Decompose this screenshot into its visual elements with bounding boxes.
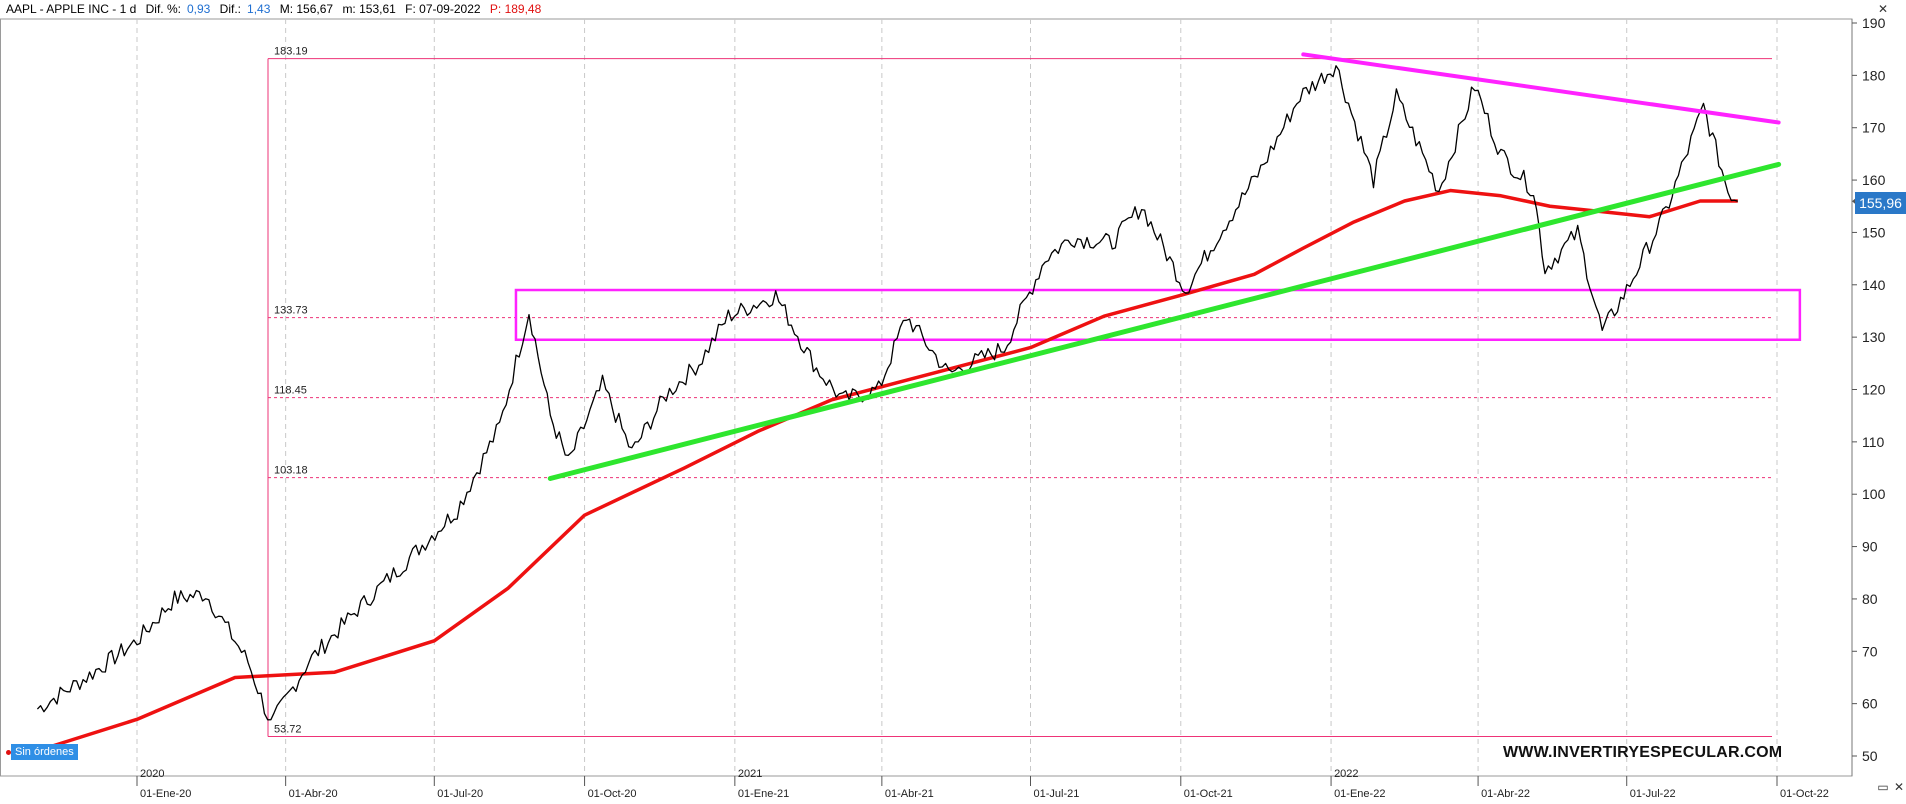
watermark: WWW.INVERTIRYESPECULAR.COM	[1503, 744, 1783, 761]
levels-layer: 183.19 133.73 118.45 103.18 53.72	[267, 46, 1772, 738]
orders-status-badge[interactable]: Sin órdenes	[11, 744, 78, 760]
price-layer	[36, 65, 1738, 721]
x-tick-label: 01-Abr-20	[289, 788, 338, 800]
y-tick-label: 120	[1862, 382, 1886, 398]
dif-value: 1,43	[247, 2, 271, 16]
x-tick-label: 01-Jul-22	[1630, 788, 1676, 800]
resistance-trendline	[1301, 52, 1781, 125]
x-tick-label: 01-Oct-21	[1184, 788, 1233, 800]
y-tick-label: 140	[1862, 277, 1886, 293]
prev-label: P: 189,48	[489, 2, 542, 16]
level-label: 103.18	[274, 465, 308, 477]
y-tick-label: 50	[1862, 748, 1878, 764]
y-tick-label: 60	[1862, 696, 1878, 712]
y-tick-label: 170	[1862, 120, 1886, 136]
level-label: 53.72	[274, 724, 302, 736]
ma-line	[36, 188, 1738, 753]
axis-layer: 01-Ene-20 01-Abr-20 01-Jul-20 01-Oct-20 01-E…	[136, 15, 1886, 800]
dif-pct-value: 0,93	[186, 2, 211, 16]
level-label: 118.45	[274, 385, 307, 397]
y-tick-label: 130	[1862, 329, 1886, 345]
close-icon[interactable]: ✕	[1877, 2, 1889, 16]
trendline-layer	[547, 52, 1782, 482]
ma-layer	[36, 188, 1738, 753]
dif-pct-label: Dif. %:	[145, 2, 181, 16]
x-tick-label: 01-Oct-20	[588, 788, 637, 800]
y-tick-label: 150	[1862, 224, 1886, 240]
y-tick-label: 80	[1862, 591, 1878, 607]
x-tick-label: 01-Ene-21	[738, 788, 789, 800]
y-tick-label: 90	[1862, 539, 1878, 555]
y-tick-label: 160	[1862, 172, 1886, 188]
x-tick-label: 01-Jul-21	[1034, 788, 1080, 800]
min-label: m: 153,61	[342, 2, 396, 16]
year-label: 2021	[738, 768, 762, 780]
y-tick-label: 180	[1862, 67, 1886, 83]
y-tick-label: 70	[1862, 643, 1878, 659]
y-tick-label: 190	[1862, 15, 1886, 31]
level-label: 133.73	[274, 305, 308, 317]
date-label: F: 07-09-2022	[405, 2, 481, 16]
y-tick-label: 110	[1862, 434, 1885, 450]
chart-header: AAPL - APPLE INC - 1 d Dif. %: 0,93 Dif.:…	[0, 0, 1855, 19]
x-tick-label: 01-Oct-22	[1780, 788, 1829, 800]
status-dot-icon	[6, 750, 11, 755]
x-tick-label: 01-Ene-20	[140, 788, 191, 800]
dif-label: Dif.:	[219, 2, 242, 16]
support-trendline	[547, 161, 1782, 482]
grid-layer	[0, 18, 1853, 777]
range-box	[514, 288, 1802, 342]
symbol-label: AAPL - APPLE INC - 1 d	[6, 2, 137, 16]
x-tick-label: 01-Ene-22	[1334, 788, 1385, 800]
x-tick-label: 01-Abr-22	[1481, 788, 1530, 800]
year-label: 2022	[1334, 768, 1358, 780]
x-tick-label: 01-Abr-21	[885, 788, 934, 800]
year-label: 2020	[140, 768, 164, 780]
level-label: 183.19	[274, 46, 308, 58]
close-panel-icon[interactable]: ✕	[1893, 780, 1905, 794]
x-tick-label: 01-Jul-20	[437, 788, 483, 800]
plot-area	[0, 18, 1853, 777]
price-line	[36, 65, 1738, 721]
max-label: M: 156,67	[279, 2, 334, 16]
range-box-layer	[514, 288, 1802, 342]
restore-icon[interactable]: ▭	[1877, 780, 1889, 794]
y-tick-label: 100	[1862, 486, 1886, 502]
current-price-tag: 155,96	[1855, 192, 1906, 214]
